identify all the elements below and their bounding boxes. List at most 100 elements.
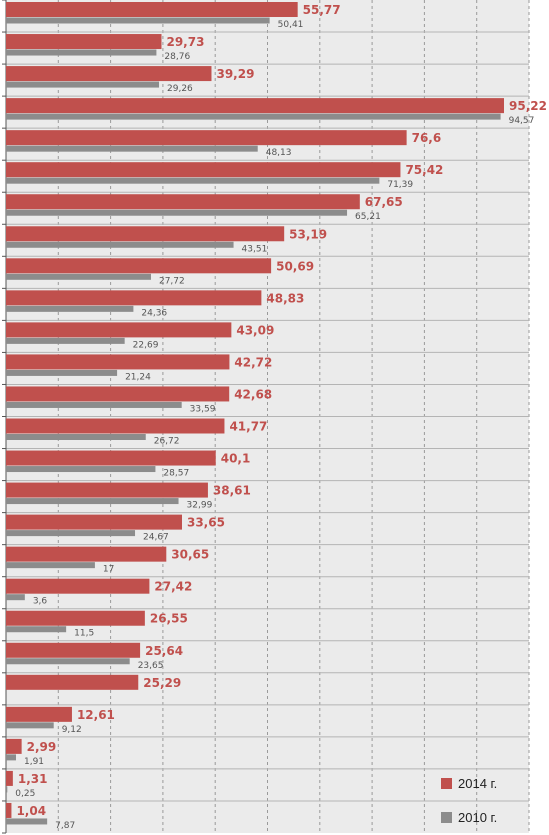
data-label-2010: 9,12	[62, 725, 82, 735]
data-label-2010: 22,69	[133, 340, 159, 350]
data-label-2014: 76,6	[412, 131, 442, 145]
bar-2010	[6, 49, 157, 56]
bar-2010	[6, 530, 136, 537]
bar-2014	[6, 386, 230, 402]
bar-2010	[6, 305, 134, 312]
bar-2014	[6, 418, 225, 434]
data-label-2010: 32,99	[187, 501, 213, 511]
data-label-2014: 27,42	[154, 580, 192, 594]
data-label-2014: 29,73	[166, 35, 204, 49]
bar-2014	[6, 642, 141, 658]
data-label-2010: 28,76	[164, 52, 190, 62]
data-label-2010: 24,67	[143, 533, 169, 543]
bar-2014	[6, 98, 505, 114]
data-label-2014: 40,1	[221, 452, 251, 466]
data-label-2014: 25,64	[145, 644, 183, 658]
bar-2014	[6, 578, 150, 594]
bar-2014	[6, 674, 139, 690]
bar-2014	[6, 354, 230, 370]
data-label-2014: 38,61	[213, 484, 251, 498]
data-label-2010: 50,41	[278, 20, 304, 30]
bar-2010	[6, 401, 182, 408]
bar-2010	[6, 273, 151, 280]
data-label-2010: 0,25	[15, 789, 35, 799]
data-label-2014: 55,77	[303, 3, 341, 17]
data-label-2010: 29,26	[167, 84, 193, 94]
bar-2010	[6, 498, 179, 505]
bar-2014	[6, 706, 72, 722]
data-label-2010: 26,72	[154, 437, 180, 447]
bar-2010	[6, 145, 258, 152]
bar-2010	[6, 562, 95, 569]
bar-2014	[6, 258, 272, 274]
bar-2010	[6, 818, 48, 825]
bar-2014	[6, 2, 298, 17]
bar-2010	[6, 113, 501, 120]
bar-2010	[6, 81, 160, 88]
data-label-2014: 42,72	[234, 355, 272, 369]
bar-2014	[6, 546, 167, 562]
data-label-2010: 7,87	[55, 821, 75, 831]
bar-2010	[6, 434, 146, 440]
bar-2014	[6, 802, 12, 818]
data-label-2010: 65,21	[355, 212, 381, 222]
data-label-2014: 12,61	[77, 708, 115, 722]
bar-2010	[6, 209, 348, 216]
data-label-2010: 24,36	[141, 308, 167, 318]
data-label-2014: 33,65	[187, 516, 225, 530]
data-label-2010: 21,24	[125, 372, 151, 382]
legend-swatch-2010	[441, 812, 452, 823]
data-label-2010: 17	[103, 565, 114, 575]
data-label-2014: 26,55	[150, 612, 188, 626]
data-label-2010: 23,65	[138, 661, 164, 671]
legend-swatch-2014	[441, 778, 452, 789]
bar-2014	[6, 290, 262, 306]
bar-2010	[6, 241, 234, 248]
bar-2010	[6, 177, 380, 184]
bar-2010	[6, 658, 130, 665]
data-label-2014: 1,31	[18, 772, 48, 786]
data-label-2010: 71,39	[387, 180, 413, 190]
legend-item-2010: 2010 г.	[441, 810, 497, 825]
bar-2014	[6, 514, 182, 530]
legend-item-2014: 2014 г.	[441, 776, 497, 791]
bar-2010	[6, 722, 54, 729]
bar-2014	[6, 162, 401, 178]
bar-2010	[6, 594, 25, 601]
bar-2014	[6, 34, 162, 50]
data-label-2010: 43,51	[242, 244, 268, 254]
bar-2010	[6, 337, 125, 344]
data-label-2014: 1,04	[16, 804, 46, 818]
bar-2014	[6, 770, 13, 786]
bar-2010	[6, 786, 8, 793]
data-label-2010: 48,13	[266, 148, 292, 158]
bar-2014	[6, 610, 145, 626]
legend-label-2014: 2014 г.	[458, 776, 498, 791]
data-label-2010: 94,57	[509, 116, 535, 126]
data-label-2014: 30,65	[171, 548, 209, 562]
legend-label-2010: 2010 г.	[458, 810, 498, 825]
data-label-2014: 53,19	[289, 227, 327, 241]
data-label-2010: 1,91	[24, 757, 44, 767]
bar-2010	[6, 17, 270, 24]
bar-2014	[6, 130, 407, 146]
data-label-2014: 67,65	[365, 195, 403, 209]
bar-2014	[6, 738, 22, 754]
data-label-2010: 28,57	[163, 469, 189, 479]
bar-2014	[6, 450, 216, 466]
data-label-2014: 2,99	[27, 740, 57, 754]
data-label-2010: 33,59	[190, 404, 216, 414]
data-label-2014: 48,83	[266, 291, 304, 305]
bar-2010	[6, 626, 67, 633]
bar-2014	[6, 482, 208, 498]
data-label-2014: 41,77	[229, 420, 267, 434]
data-label-2014: 50,69	[276, 259, 314, 273]
data-label-2014: 43,09	[236, 323, 274, 337]
bar-2010	[6, 369, 118, 376]
data-label-2014: 95,22	[509, 99, 547, 113]
data-label-2014: 39,29	[216, 67, 254, 81]
bar-2014	[6, 322, 232, 338]
bar-2014	[6, 194, 360, 210]
data-label-2010: 3,6	[33, 597, 48, 607]
